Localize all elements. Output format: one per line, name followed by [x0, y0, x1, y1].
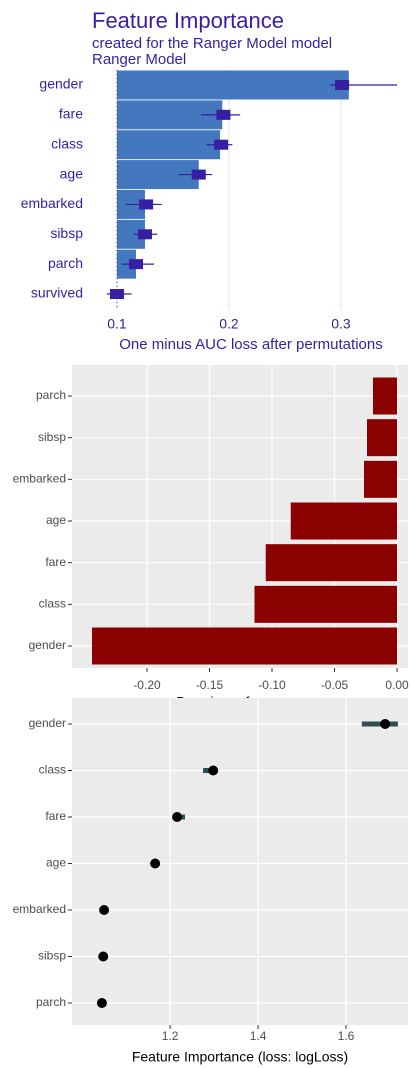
- x-tick-label: 0.3: [331, 316, 351, 332]
- mean-box: [335, 80, 350, 90]
- y-tick-label: parch: [36, 388, 66, 402]
- x-tick-label: 0.1: [107, 316, 127, 332]
- mean-box: [216, 109, 231, 120]
- y-tick-label: age: [46, 856, 66, 870]
- chart-subtitle: created for the Ranger Model model: [92, 35, 332, 52]
- y-tick-label: embarked: [21, 195, 83, 211]
- y-tick-label: gender: [39, 76, 83, 92]
- mean-box: [139, 199, 154, 210]
- point: [380, 719, 391, 729]
- y-tick-label: class: [39, 597, 66, 611]
- y-tick-label: embarked: [13, 902, 66, 916]
- point: [150, 858, 161, 869]
- y-tick-label: survived: [31, 285, 83, 301]
- x-tick-label: -0.20: [133, 678, 161, 692]
- y-tick-label: age: [60, 165, 84, 181]
- x-tick-label: 0.2: [219, 316, 239, 332]
- mean-box: [129, 259, 144, 270]
- y-tick-label: age: [46, 513, 66, 527]
- y-tick-label: gender: [29, 638, 66, 652]
- y-tick-label: parch: [36, 995, 66, 1009]
- y-tick-label: class: [51, 135, 83, 151]
- y-tick-label: sibsp: [50, 225, 83, 241]
- bar: [116, 70, 349, 100]
- x-tick-label: 1.6: [338, 1029, 355, 1043]
- bar: [373, 377, 397, 415]
- bar: [254, 585, 397, 623]
- bar: [92, 627, 397, 665]
- y-tick-label: sibsp: [38, 949, 66, 963]
- x-tick-label: -0.15: [196, 678, 224, 692]
- y-tick-label: class: [39, 763, 66, 777]
- chart-title: Feature Importance: [92, 8, 284, 33]
- x-tick-label: 0.00: [385, 678, 409, 692]
- error-bar: [361, 721, 398, 727]
- point: [172, 812, 183, 822]
- y-tick-label: fare: [59, 106, 83, 122]
- chart-subtitle: Ranger Model: [92, 51, 186, 68]
- panel: [72, 698, 408, 1025]
- x-tick-label: -0.10: [258, 678, 286, 692]
- mean-box: [214, 139, 229, 150]
- y-tick-label: embarked: [13, 472, 66, 486]
- bar: [367, 419, 397, 457]
- mean-box: [137, 229, 152, 240]
- error-bar: [203, 768, 214, 773]
- point: [98, 951, 109, 962]
- x-axis-label: One minus AUC loss after permutations: [119, 336, 382, 353]
- x-axis-label: Feature Importance (loss: logLoss): [132, 1049, 348, 1065]
- x-tick-label: 1.2: [162, 1029, 179, 1043]
- mean-box: [191, 169, 206, 180]
- point: [99, 905, 110, 915]
- x-tick-label: 1.4: [250, 1029, 267, 1043]
- y-tick-label: sibsp: [38, 430, 66, 444]
- bar: [364, 460, 397, 498]
- bar: [116, 130, 221, 160]
- y-tick-label: parch: [48, 255, 83, 271]
- y-tick-label: gender: [29, 716, 66, 730]
- point: [96, 998, 107, 1008]
- x-tick-label: -0.05: [321, 678, 349, 692]
- bar: [290, 502, 397, 540]
- y-tick-label: fare: [45, 809, 66, 823]
- y-tick-label: fare: [45, 555, 66, 569]
- point: [208, 765, 219, 776]
- bar: [265, 544, 397, 582]
